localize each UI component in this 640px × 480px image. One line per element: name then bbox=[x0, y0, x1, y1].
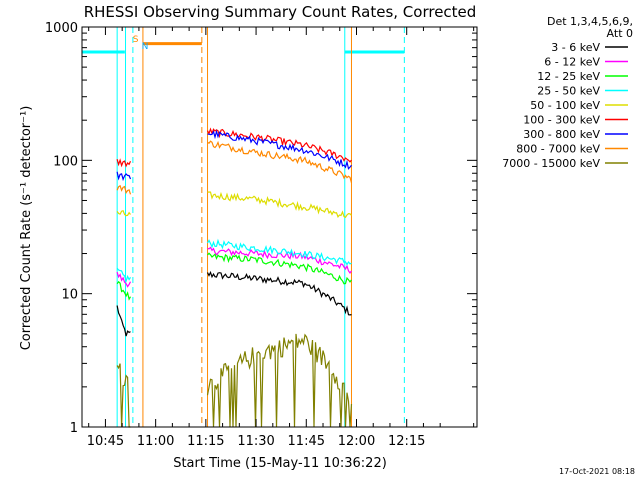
series-8-seg2 bbox=[206, 333, 353, 428]
y-tick-label-0: 1 bbox=[70, 421, 78, 436]
series-6-seg1 bbox=[116, 171, 132, 182]
plot-frame bbox=[81, 26, 478, 428]
y-axis: 1 10 100 1000 bbox=[45, 21, 477, 436]
x-tick-label-2: 11:15 bbox=[187, 434, 224, 449]
x-axis: 10:45 11:00 11:15 11:30 11:45 12:00 12:15 bbox=[87, 27, 475, 449]
y-tick-label-1: 10 bbox=[61, 288, 78, 303]
legend-label-1: 6 - 12 keV bbox=[544, 56, 600, 69]
legend-label-3: 25 - 50 keV bbox=[537, 85, 600, 98]
series-4-seg2 bbox=[207, 191, 352, 219]
y-axis-label: Corrected Count Rate (s⁻¹ detector⁻¹) bbox=[19, 106, 34, 351]
flag-n: N bbox=[142, 42, 149, 52]
series-0-seg1 bbox=[116, 305, 131, 337]
legend-label-5: 100 - 300 keV bbox=[523, 114, 600, 127]
series-7-seg1 bbox=[116, 184, 132, 195]
flag-s: S bbox=[133, 35, 139, 45]
x-tick-label-5: 12:00 bbox=[338, 434, 375, 449]
legend-header-1: Att 0 bbox=[607, 27, 633, 40]
y-tick-label-3: 1000 bbox=[45, 21, 78, 36]
series-8-seg1 bbox=[116, 363, 131, 428]
x-tick-label-0: 10:45 bbox=[87, 434, 124, 449]
x-tick-label-3: 11:30 bbox=[237, 434, 274, 449]
series-3-seg2 bbox=[206, 238, 352, 266]
chart-title: RHESSI Observing Summary Count Rates, Co… bbox=[84, 3, 477, 21]
legend-label-6: 300 - 800 keV bbox=[523, 128, 600, 141]
series-0-seg2 bbox=[206, 270, 352, 316]
series-2-seg2 bbox=[207, 252, 352, 285]
series-5-seg2 bbox=[206, 127, 352, 163]
footer-date: 17-Oct-2021 08:18 bbox=[559, 467, 635, 476]
series-2-seg1 bbox=[116, 280, 132, 301]
series-3-seg1 bbox=[116, 267, 132, 284]
legend-label-7: 800 - 7000 keV bbox=[516, 143, 600, 156]
series-6-seg2 bbox=[207, 129, 352, 170]
x-tick-label-4: 11:45 bbox=[288, 434, 325, 449]
legend-label-0: 3 - 6 keV bbox=[551, 41, 600, 54]
series-5-seg1 bbox=[116, 158, 132, 168]
x-tick-label-6: 12:15 bbox=[388, 434, 425, 449]
legend-label-4: 50 - 100 keV bbox=[530, 99, 600, 112]
legend-header-0: Det 1,3,4,5,6,9, bbox=[547, 15, 633, 28]
series-1-seg1 bbox=[116, 271, 132, 288]
series-7-seg2 bbox=[207, 140, 353, 183]
x-tick-label-1: 11:00 bbox=[137, 434, 174, 449]
legend-label-8: 7000 - 15000 keV bbox=[502, 157, 600, 170]
series-4-seg1 bbox=[116, 209, 131, 217]
plot-area: SN bbox=[82, 27, 405, 428]
y-tick-label-2: 100 bbox=[53, 154, 78, 169]
legend: Det 1,3,4,5,6,9,Att 0 3 - 6 keV 6 - 12 keV… bbox=[502, 15, 633, 170]
legend-label-2: 12 - 25 keV bbox=[537, 70, 600, 83]
x-axis-label: Start Time (15-May-11 10:36:22) bbox=[173, 456, 387, 471]
